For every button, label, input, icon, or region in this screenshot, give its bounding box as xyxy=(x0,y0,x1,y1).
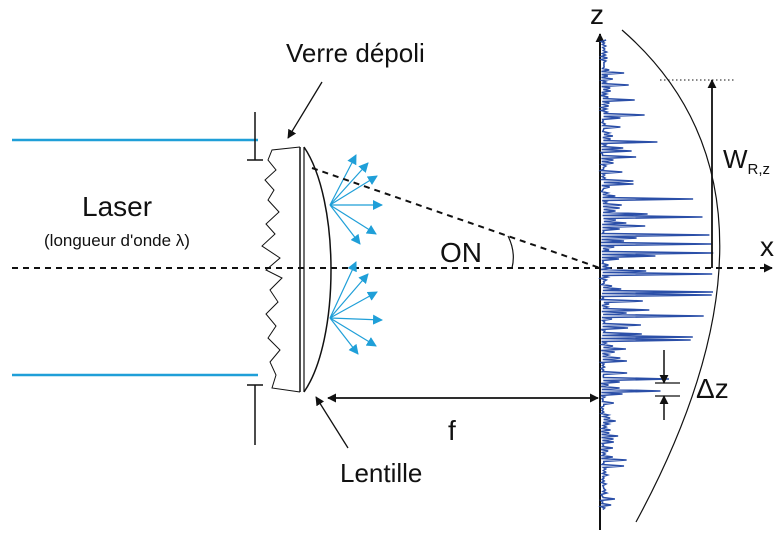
laser-label: Laser xyxy=(82,191,152,222)
aperture-line xyxy=(311,167,601,269)
width-label: WR,z xyxy=(723,144,770,178)
wavelength-label: (longueur d'onde λ) xyxy=(44,231,190,250)
focal-length-label: f xyxy=(448,415,456,446)
ground-glass-leader xyxy=(287,81,323,139)
lens-label: Lentille xyxy=(340,458,422,488)
lens-leader xyxy=(315,396,349,449)
scattered-rays-lower xyxy=(329,261,383,355)
ground-glass-rough-surface xyxy=(261,146,301,393)
width-label-main: W xyxy=(723,144,748,174)
width-label-sub: R,z xyxy=(748,161,771,178)
envelope-curve xyxy=(621,29,721,523)
z-axis-label: z xyxy=(590,0,604,30)
x-axis-label: x xyxy=(760,231,774,262)
speckle-profile xyxy=(597,39,714,511)
delta-z-label: Δz xyxy=(696,373,729,404)
numerical-aperture-label: ON xyxy=(440,237,482,268)
aperture-angle-arc xyxy=(507,235,514,269)
scattered-rays-upper xyxy=(329,154,383,245)
lens xyxy=(303,146,332,393)
ground-glass-label: Verre dépoli xyxy=(286,38,425,68)
